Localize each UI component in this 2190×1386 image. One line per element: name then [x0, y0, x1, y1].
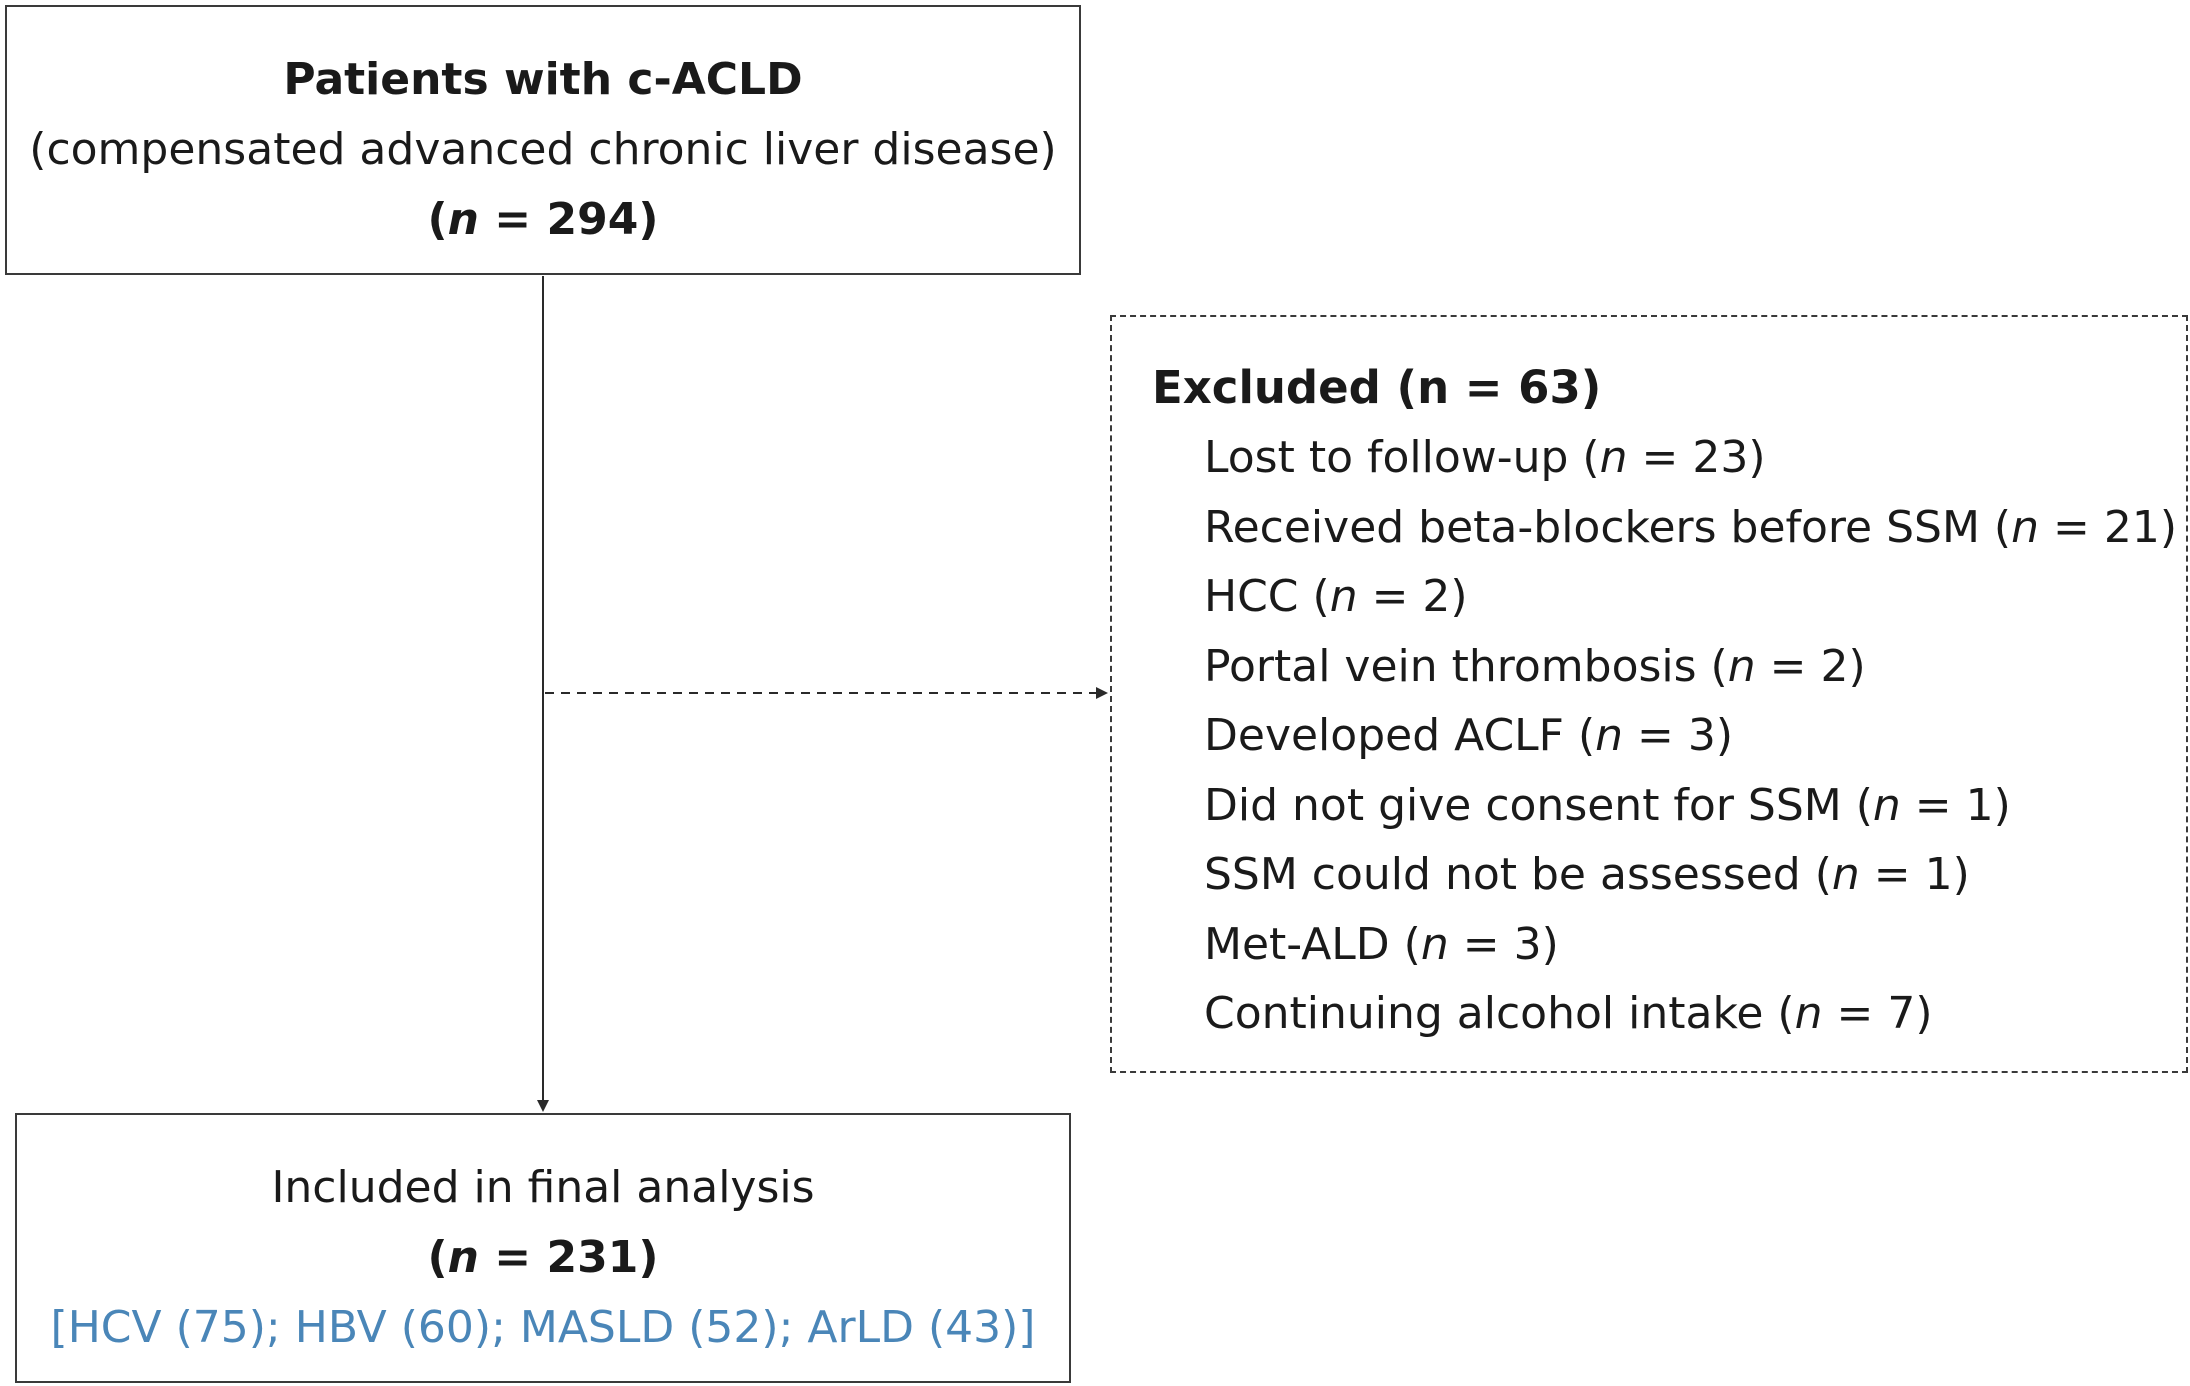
- excluded-item: Met-ALD (n = 3): [1204, 918, 1559, 970]
- included-box: Included in final analysis (n = 231) [HC…: [15, 1113, 1071, 1383]
- included-count: (n = 231): [427, 1232, 659, 1283]
- enrolled-title: Patients with c-ACLD: [283, 54, 803, 105]
- excluded-item: Lost to follow-up (n = 23): [1204, 432, 1766, 483]
- excluded-title: Excluded (n = 63): [1152, 361, 1602, 414]
- enrolled-patients-box: Patients with c-ACLD (compensated advanc…: [5, 5, 1081, 275]
- excluded-item: Received beta-blockers before SSM (n = 2…: [1204, 501, 2177, 553]
- enrolled-subtitle: (compensated advanced chronic liver dise…: [29, 124, 1057, 175]
- excluded-item: Continuing alcohol intake (n = 7): [1204, 988, 1933, 1039]
- excluded-item: Did not give consent for SSM (n = 1): [1204, 779, 2011, 831]
- excluded-item: Developed ACLF (n = 3): [1204, 710, 1734, 761]
- excluded-item: Portal vein thrombosis (n = 2): [1204, 640, 1866, 692]
- excluded-list: Lost to follow-up (n = 23) Received beta-…: [1152, 423, 2186, 1049]
- excluded-box: Excluded (n = 63) Lost to follow-up (n =…: [1110, 315, 2188, 1073]
- included-title: Included in final analysis: [271, 1162, 815, 1213]
- excluded-item: HCC (n = 2): [1204, 571, 1468, 622]
- included-breakdown: [HCV (75); HBV (60); MASLD (52); ArLD (4…: [50, 1302, 1036, 1353]
- enrolled-count: (n = 294): [427, 194, 659, 245]
- excluded-item: SSM could not be assessed (n = 1): [1204, 849, 1970, 900]
